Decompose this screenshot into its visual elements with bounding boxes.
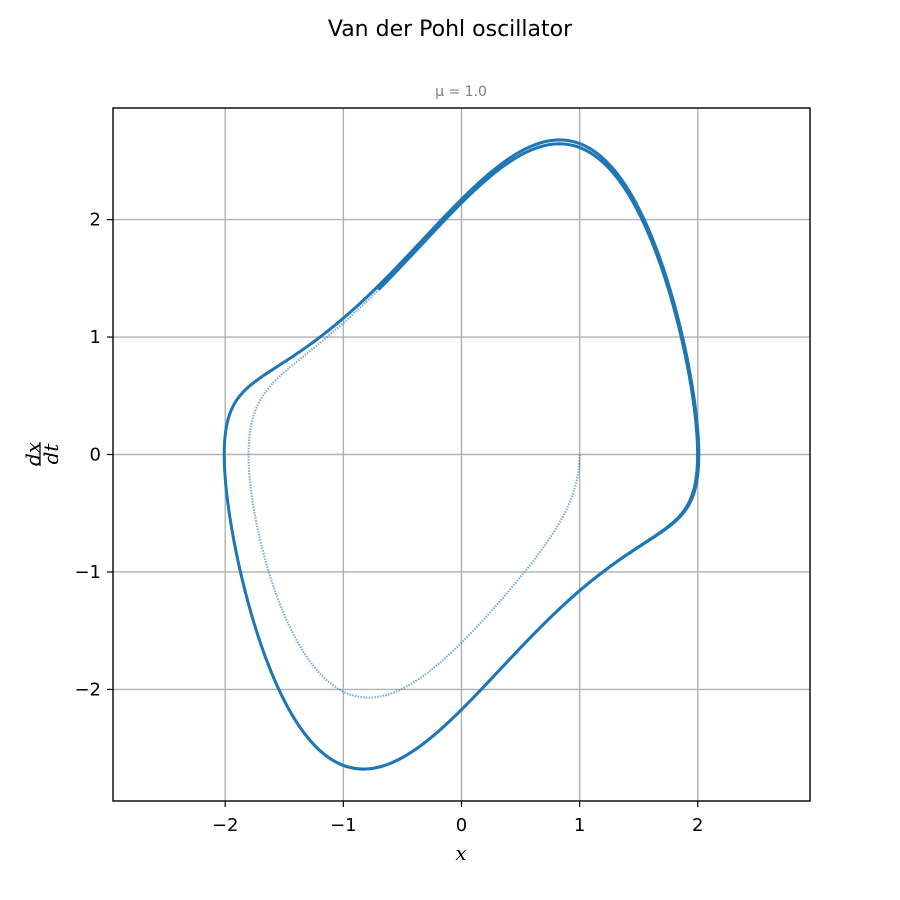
y-axis-label-numerator: dx xyxy=(21,442,45,466)
y-tick-label: −1 xyxy=(74,562,101,583)
axes-frame xyxy=(112,107,811,802)
trajectory-inner-spiral xyxy=(247,288,581,699)
x-axis-label: x xyxy=(455,841,466,865)
figure-title: Van der Pohl oscillator xyxy=(328,17,573,42)
plot-area xyxy=(222,138,701,771)
axes-title: μ = 1.0 xyxy=(435,84,487,100)
x-tick-label: 0 xyxy=(456,815,467,836)
y-axis-label-denominator: dt xyxy=(39,443,63,465)
y-tick-label: 1 xyxy=(90,327,101,348)
y-tick-label: −2 xyxy=(74,679,101,700)
x-tick-label: −1 xyxy=(330,815,357,836)
trajectory-limit-cycle-inner-edge xyxy=(223,142,699,770)
x-tick-label: 1 xyxy=(574,815,585,836)
x-tick-label: −2 xyxy=(212,815,239,836)
x-tick-label: 2 xyxy=(692,815,703,836)
y-tick-label: 0 xyxy=(90,445,101,466)
y-axis-label: dx dt xyxy=(21,442,63,466)
ticks: −2 −1 0 1 2 −2 −1 0 1 2 xyxy=(74,210,703,836)
y-tick-label: 2 xyxy=(90,210,101,231)
